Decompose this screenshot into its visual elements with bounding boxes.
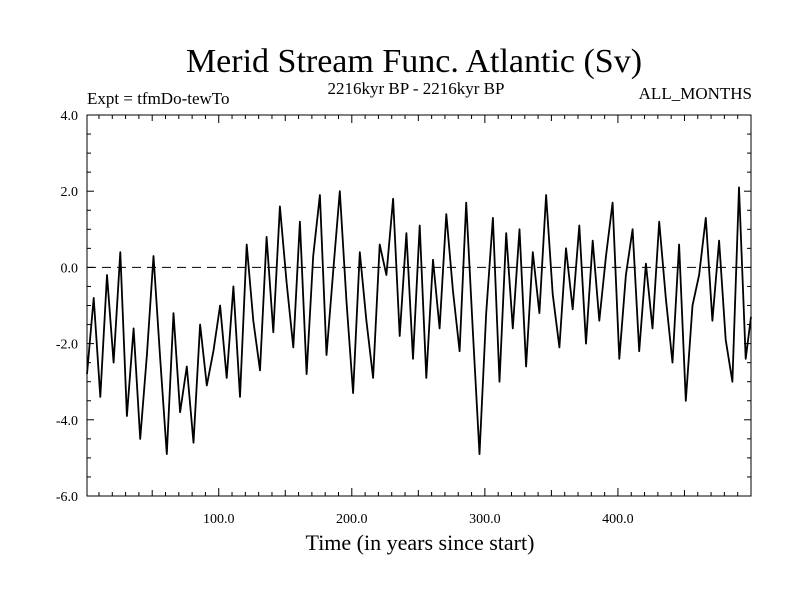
y-tick-label-1: 2.0	[61, 185, 79, 200]
x-axis-label: Time (in years since start)	[306, 530, 535, 555]
x-tick-label-2: 300.0	[469, 512, 501, 527]
y-tick-label-0: 4.0	[61, 109, 79, 124]
subtitle-left: Expt = tfmDo-tewTo	[87, 89, 229, 108]
y-tick-label-3: -2.0	[56, 338, 78, 353]
y-tick-label-2: 0.0	[61, 261, 79, 276]
x-tick-label-3: 400.0	[602, 512, 634, 527]
series-line	[86, 186, 752, 455]
x-tick-label-1: 200.0	[336, 512, 368, 527]
chart-title: Merid Stream Func. Atlantic (Sv)	[186, 43, 642, 80]
x-axis: 100.0 200.0 300.0 400.0	[98, 115, 739, 527]
plot-frame	[86, 114, 752, 497]
subtitle-right: ALL_MONTHS	[639, 84, 752, 103]
y-tick-label-5: -6.0	[56, 490, 78, 505]
y-axis: 4.0 2.0 0.0 -2.0 -4.0 -6.0	[56, 109, 751, 505]
x-tick-label-0: 100.0	[203, 512, 235, 527]
y-tick-label-4: -4.0	[56, 414, 78, 429]
subtitle-center: 2216kyr BP - 2216kyr BP	[328, 79, 505, 98]
